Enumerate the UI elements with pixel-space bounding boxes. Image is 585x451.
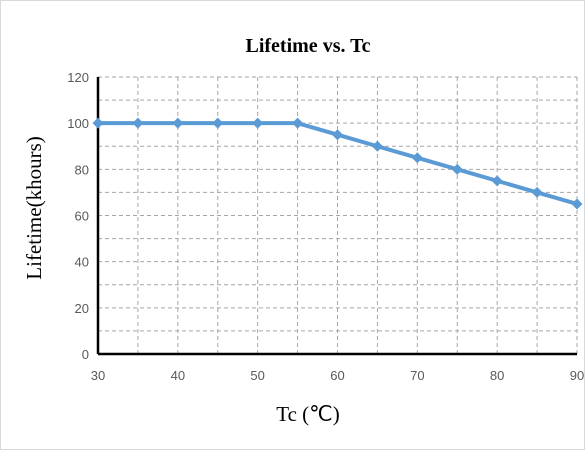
x-tick-label: 90 <box>570 368 584 383</box>
data-point-marker <box>292 117 304 129</box>
series-layer <box>92 117 583 210</box>
y-tick-label: 100 <box>67 116 89 131</box>
data-point-marker <box>451 163 463 175</box>
chart-title: Lifetime vs. Tc <box>246 35 371 57</box>
data-point-marker <box>92 117 104 129</box>
x-axis-label: Tc (℃) <box>276 402 340 426</box>
x-tick-label: 30 <box>91 368 105 383</box>
data-point-marker <box>531 186 543 198</box>
x-tick-label: 40 <box>171 368 185 383</box>
data-point-marker <box>491 175 503 187</box>
y-tick-label: 0 <box>82 347 89 362</box>
x-tick-label: 70 <box>410 368 424 383</box>
x-tick-label: 50 <box>250 368 264 383</box>
x-tick-label: 60 <box>330 368 344 383</box>
y-tick-label: 80 <box>75 162 89 177</box>
y-axis-label: Lifetime(khours) <box>22 136 46 279</box>
data-point-marker <box>371 140 383 152</box>
y-tick-label: 20 <box>75 301 89 316</box>
tick-labels: 30 40 50 60 70 80 90 0 20 40 60 80 100 120 <box>67 70 584 383</box>
grid-lines <box>98 76 578 354</box>
data-point-marker <box>571 198 583 210</box>
x-tick-label: 80 <box>490 368 504 383</box>
y-tick-label: 60 <box>75 209 89 224</box>
data-point-marker <box>212 117 224 129</box>
data-point-marker <box>411 152 423 164</box>
data-point-marker <box>252 117 264 129</box>
data-point-marker <box>332 129 343 141</box>
data-point-marker <box>132 117 144 129</box>
y-tick-label: 120 <box>67 70 89 85</box>
y-tick-label: 40 <box>75 255 89 270</box>
data-point-marker <box>172 117 184 129</box>
